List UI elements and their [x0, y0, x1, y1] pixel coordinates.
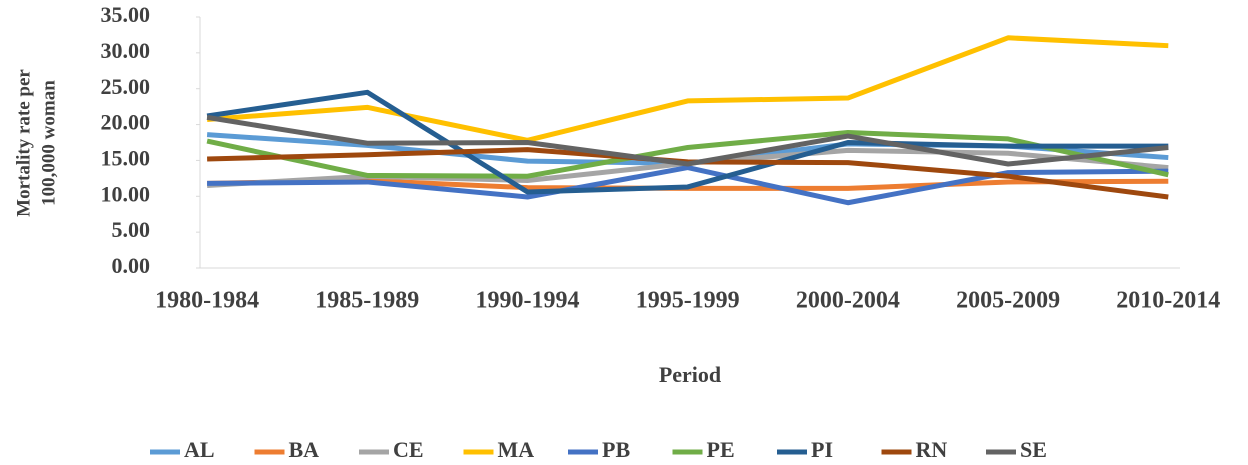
y-tick-label: 5.00: [112, 217, 151, 242]
x-tick-label: 1985-1989: [315, 288, 419, 314]
legend-label: PB: [602, 437, 630, 462]
x-axis-title: Period: [659, 362, 721, 387]
legend-label: AL: [184, 437, 215, 462]
y-tick-label: 35.00: [101, 2, 151, 27]
x-tick-label: 2010-2014: [1116, 288, 1220, 314]
legend-label: MA: [498, 437, 535, 462]
line-series: [206, 89, 1169, 195]
line-series: [207, 165, 1169, 206]
x-tick-label: 1995-1999: [636, 288, 740, 314]
y-tick-label: 25.00: [101, 74, 151, 99]
legend-label: PI: [811, 437, 833, 462]
x-tick-label: 1980-1984: [155, 288, 259, 314]
legend-label: PE: [707, 437, 735, 462]
line-series: [206, 114, 1169, 167]
x-tick-label: 1990-1994: [476, 288, 580, 314]
line-series: [206, 35, 1169, 143]
y-tick-label: 0.00: [112, 253, 151, 278]
y-axis-title: 100,000 woman: [38, 80, 59, 206]
y-tick-label: 20.00: [101, 110, 151, 135]
y-tick-label: 10.00: [101, 181, 151, 206]
y-axis-title: Mortality rate per: [13, 69, 34, 217]
legend-label: RN: [916, 437, 948, 462]
legend-label: BA: [289, 437, 320, 462]
legend-label: SE: [1020, 437, 1047, 462]
y-tick-label: 30.00: [101, 38, 151, 63]
x-tick-label: 2005-2009: [956, 288, 1060, 314]
x-tick-label: 2000-2004: [796, 288, 900, 314]
legend-label: CE: [393, 437, 424, 462]
y-tick-label: 15.00: [101, 145, 151, 170]
line-series: [206, 129, 1169, 179]
